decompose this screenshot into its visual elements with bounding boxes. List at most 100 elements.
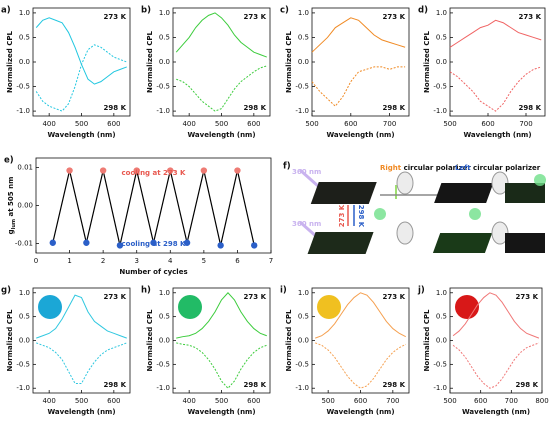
- y-tick-label: 0.0: [19, 58, 30, 66]
- cycle-point: [116, 242, 124, 249]
- series-label: 298 K: [383, 381, 406, 389]
- polarizer-label: Left circular polarizer: [455, 164, 541, 172]
- plot-frame: [449, 7, 546, 117]
- x-tick-label: 4: [168, 257, 173, 265]
- x-tick-label: 0: [34, 257, 38, 265]
- x-tick-label: 500: [75, 397, 88, 405]
- y-tick-label: 0.00: [17, 202, 33, 210]
- cpl-line: [311, 17, 406, 53]
- panel-label: d): [418, 6, 428, 16]
- y-tick-label: 0.01: [17, 164, 33, 172]
- y-tick-label: -0.01: [15, 240, 33, 248]
- uv-arrow: [299, 168, 319, 188]
- series-label: 298 K: [244, 381, 267, 389]
- y-axis-label: Normalized CPL: [423, 309, 431, 371]
- series-label: 273 K: [383, 13, 406, 21]
- plot-frame: [32, 7, 131, 117]
- x-tick-label: 500: [443, 120, 456, 128]
- cpl-line: [452, 342, 540, 389]
- x-tick-label: 700: [505, 397, 518, 405]
- y-tick-label: -1.0: [295, 384, 309, 392]
- y-label-rest: at 505 nm: [7, 177, 15, 219]
- annotation: cooling at 298 K: [122, 240, 187, 248]
- x-tick-label: 500: [215, 120, 228, 128]
- x-axis-label: Wavelength (nm): [326, 131, 394, 139]
- glow: [374, 208, 386, 220]
- x-tick-label: 600: [344, 120, 357, 128]
- y-tick-label: 1.0: [298, 289, 309, 297]
- slide-bright: [505, 183, 545, 203]
- y-tick-label: -0.5: [16, 83, 30, 91]
- slide-bright: [432, 233, 493, 253]
- cpl-line: [35, 17, 127, 85]
- cpl-line: [36, 342, 127, 384]
- polarizer-label: Right circular polarizer: [380, 164, 471, 172]
- panel-label: h): [141, 286, 151, 296]
- glow: [395, 185, 397, 199]
- cycle-point: [200, 167, 208, 174]
- x-tick-label: 700: [519, 120, 532, 128]
- cycle-point: [251, 242, 258, 249]
- y-tick-label: 0.5: [19, 313, 30, 321]
- x-axis-label: Number of cycles: [119, 268, 187, 276]
- x-tick-label: 7: [269, 257, 273, 265]
- y-tick-label: 0.5: [159, 313, 170, 321]
- slide-dark: [434, 183, 494, 203]
- x-tick-label: 600: [247, 397, 260, 405]
- series-label: 273 K: [104, 13, 127, 21]
- cycle-point: [99, 167, 107, 174]
- y-tick-label: -0.5: [433, 83, 447, 91]
- cycle-point: [66, 167, 73, 174]
- x-axis-label: Wavelength (nm): [187, 408, 255, 416]
- cpl-line: [36, 294, 127, 339]
- cpl-line: [452, 292, 540, 339]
- temperature-label: 298 K: [357, 205, 365, 228]
- y-tick-label: -0.5: [295, 360, 309, 368]
- y-tick-label: -0.5: [295, 83, 309, 91]
- x-tick-label: 5: [202, 257, 206, 265]
- y-axis-label: Normalized CPL: [6, 309, 14, 371]
- x-tick-label: 400: [182, 120, 195, 128]
- series-label: 298 K: [383, 104, 406, 112]
- sample-slide: [307, 232, 374, 254]
- y-tick-label: 0.5: [298, 313, 309, 321]
- x-tick-label: 500: [305, 120, 318, 128]
- series-label: 298 K: [244, 104, 267, 112]
- panel-label: b): [141, 6, 151, 16]
- y-tick-label: 1.0: [159, 289, 170, 297]
- excitation-label: 360 nm: [292, 168, 321, 176]
- polarizer: [396, 171, 414, 195]
- x-tick-label: 400: [42, 397, 55, 405]
- panel-label: a): [1, 6, 11, 16]
- cpl-line: [176, 292, 267, 339]
- diagram-f: f) 360 nm 360 nm Right circular polarize…: [283, 162, 546, 254]
- series-label: 273 K: [516, 293, 539, 301]
- cycle-point: [183, 239, 191, 246]
- y-tick-label: 0.0: [19, 337, 30, 345]
- y-label-main: g: [7, 229, 15, 234]
- series-label: 273 K: [383, 293, 406, 301]
- y-label-sub: lum: [11, 219, 17, 229]
- cycle-point: [217, 242, 224, 249]
- panel-label: g): [1, 286, 11, 296]
- y-tick-label: -0.5: [156, 83, 170, 91]
- panel-label: i): [280, 286, 287, 296]
- panel-label: e): [4, 156, 14, 166]
- x-axis-label: Wavelength (nm): [462, 408, 530, 416]
- y-tick-label: 1.0: [436, 289, 447, 297]
- cpl-line: [176, 65, 267, 112]
- x-axis-label: Wavelength (nm): [326, 408, 394, 416]
- polarizer-word: Right: [380, 164, 402, 172]
- y-tick-label: -1.0: [156, 107, 170, 115]
- y-tick-label: 0.5: [298, 33, 309, 41]
- x-tick-label: 700: [386, 397, 399, 405]
- y-tick-label: 0.0: [159, 337, 170, 345]
- y-tick-label: 0.0: [298, 58, 309, 66]
- y-tick-label: 1.0: [19, 9, 30, 17]
- polarizer: [396, 221, 414, 245]
- x-tick-label: 600: [481, 120, 494, 128]
- x-tick-label: 1: [67, 257, 71, 265]
- y-tick-label: -1.0: [295, 107, 309, 115]
- cycle-point: [167, 167, 174, 174]
- series-label: 298 K: [516, 381, 539, 389]
